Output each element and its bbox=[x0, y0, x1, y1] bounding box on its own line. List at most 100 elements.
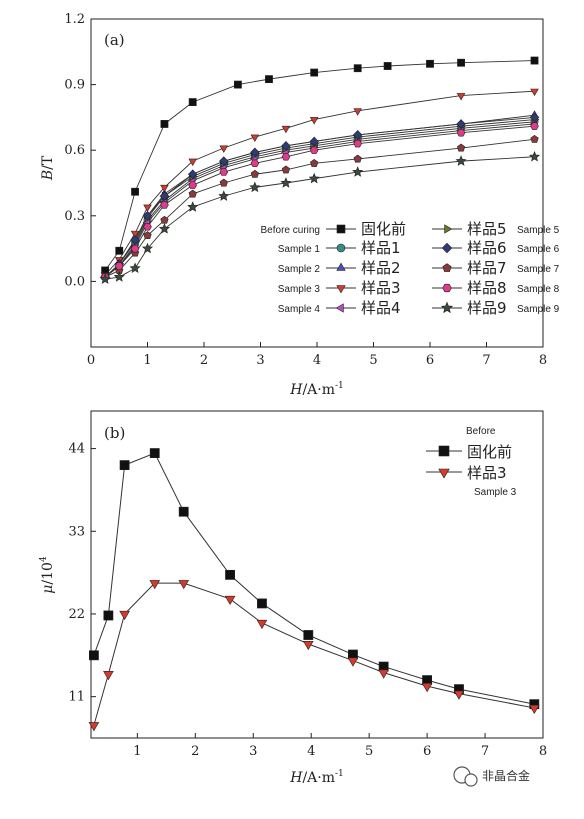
wechat-icon-inner bbox=[464, 773, 478, 787]
y-tick-label: 0.9 bbox=[64, 78, 85, 93]
legend-marker bbox=[336, 262, 346, 271]
x-tick-label: 7 bbox=[482, 353, 490, 368]
data-point bbox=[143, 231, 152, 239]
b-series bbox=[88, 448, 540, 732]
data-point bbox=[347, 657, 359, 667]
data-point bbox=[114, 262, 124, 270]
data-point bbox=[160, 120, 169, 128]
y-tick-label: 33 bbox=[68, 524, 85, 539]
plot-frame-b bbox=[90, 410, 544, 739]
data-point bbox=[103, 671, 114, 681]
y-tick-label: 0.0 bbox=[64, 274, 85, 289]
data-point bbox=[530, 122, 539, 130]
data-point bbox=[142, 211, 153, 221]
panel-b: 1 2 3 4 5 6 7 8 11 22 33 44 (b) μ/104 H/A·m-1 Befor… bbox=[39, 410, 547, 786]
b-xlabel: H/A·m-1 bbox=[289, 769, 344, 786]
data-point bbox=[281, 125, 291, 134]
series-line-b-0 bbox=[93, 452, 535, 705]
data-point bbox=[113, 271, 125, 282]
data-point bbox=[141, 242, 154, 254]
x-tick-label: 5 bbox=[369, 353, 377, 368]
data-point bbox=[456, 93, 466, 101]
legend-marker bbox=[336, 243, 346, 253]
legend-label: 样品7 bbox=[467, 259, 507, 277]
a-legend: 固化前 Before curing 样品1 Sample 1 样品2 Sample 2 样品… bbox=[261, 220, 560, 317]
x-tick-label: 8 bbox=[539, 744, 547, 759]
legend-label-en: Sample 9 bbox=[517, 304, 560, 315]
series-line-b-1 bbox=[93, 582, 535, 726]
data-point bbox=[426, 59, 434, 68]
data-point bbox=[303, 640, 314, 651]
legend-label: 样品8 bbox=[467, 279, 507, 297]
data-point bbox=[178, 580, 190, 590]
x-tick-label: 1 bbox=[143, 353, 151, 368]
data-point bbox=[353, 154, 362, 163]
legend-label: 样品9 bbox=[467, 299, 507, 317]
b-legend-header-en: Before bbox=[466, 426, 496, 437]
y-tick-label: 0.6 bbox=[64, 143, 85, 158]
data-point bbox=[310, 158, 319, 167]
legend-label-en: Sample 6 bbox=[517, 244, 560, 255]
panel-a: 0 1 2 3 4 5 6 7 8 0.0 0.3 0.6 0.9 1.2 (a) B/T H/A·m-1… bbox=[40, 12, 560, 398]
data-point bbox=[188, 181, 198, 189]
data-point bbox=[88, 722, 100, 732]
legend-marker bbox=[438, 445, 450, 457]
b-ylabel: μ/104 bbox=[39, 556, 56, 594]
data-point bbox=[218, 190, 230, 201]
data-point bbox=[149, 580, 161, 590]
data-point bbox=[530, 56, 539, 65]
data-point bbox=[119, 460, 130, 471]
y-tick-label: 0.3 bbox=[64, 209, 85, 224]
data-point bbox=[115, 246, 124, 255]
data-point bbox=[265, 75, 273, 84]
data-point bbox=[129, 262, 141, 273]
data-point bbox=[187, 169, 198, 179]
data-point bbox=[378, 669, 389, 679]
data-point bbox=[149, 448, 160, 458]
y-tick-label: 1.2 bbox=[64, 12, 85, 27]
data-point bbox=[88, 650, 99, 661]
data-point bbox=[257, 598, 267, 609]
data-point bbox=[219, 156, 229, 166]
legend-label-en: Before curing bbox=[261, 225, 320, 236]
legend-label-en: Sample 8 bbox=[517, 284, 560, 295]
watermark-text: 非晶合金 bbox=[482, 768, 530, 783]
legend-marker bbox=[441, 242, 453, 254]
data-point bbox=[188, 189, 197, 198]
panel-label-a: (a) bbox=[104, 31, 125, 49]
data-point bbox=[528, 150, 541, 162]
data-point bbox=[352, 166, 364, 177]
data-point bbox=[455, 155, 467, 166]
data-point bbox=[234, 80, 242, 89]
x-tick-label: 5 bbox=[365, 744, 373, 759]
data-point bbox=[103, 610, 114, 621]
data-point bbox=[453, 690, 465, 700]
x-tick-label: 2 bbox=[191, 744, 199, 759]
data-point bbox=[119, 610, 130, 621]
data-point bbox=[130, 244, 140, 253]
data-point bbox=[143, 204, 152, 212]
a-xlabel: H/A·m-1 bbox=[289, 381, 344, 398]
legend-label: 固化前 bbox=[467, 443, 512, 461]
data-point bbox=[309, 136, 319, 147]
data-point bbox=[130, 235, 140, 245]
legend-marker bbox=[444, 224, 453, 234]
data-point bbox=[158, 223, 170, 234]
data-point bbox=[131, 187, 139, 196]
data-point bbox=[219, 145, 229, 153]
legend-label-en: Sample 5 bbox=[517, 225, 560, 236]
data-point bbox=[303, 630, 314, 640]
data-point bbox=[456, 128, 466, 137]
data-point bbox=[249, 181, 261, 193]
data-point bbox=[456, 143, 466, 152]
data-point bbox=[250, 134, 260, 143]
legend-marker bbox=[442, 263, 452, 272]
a-series bbox=[99, 56, 541, 284]
data-point bbox=[281, 141, 291, 151]
data-point bbox=[529, 704, 540, 715]
data-point bbox=[456, 119, 466, 129]
data-point bbox=[457, 58, 465, 67]
legend-label: 样品3 bbox=[361, 279, 401, 297]
legend-label-en: Sample 3 bbox=[278, 284, 321, 295]
